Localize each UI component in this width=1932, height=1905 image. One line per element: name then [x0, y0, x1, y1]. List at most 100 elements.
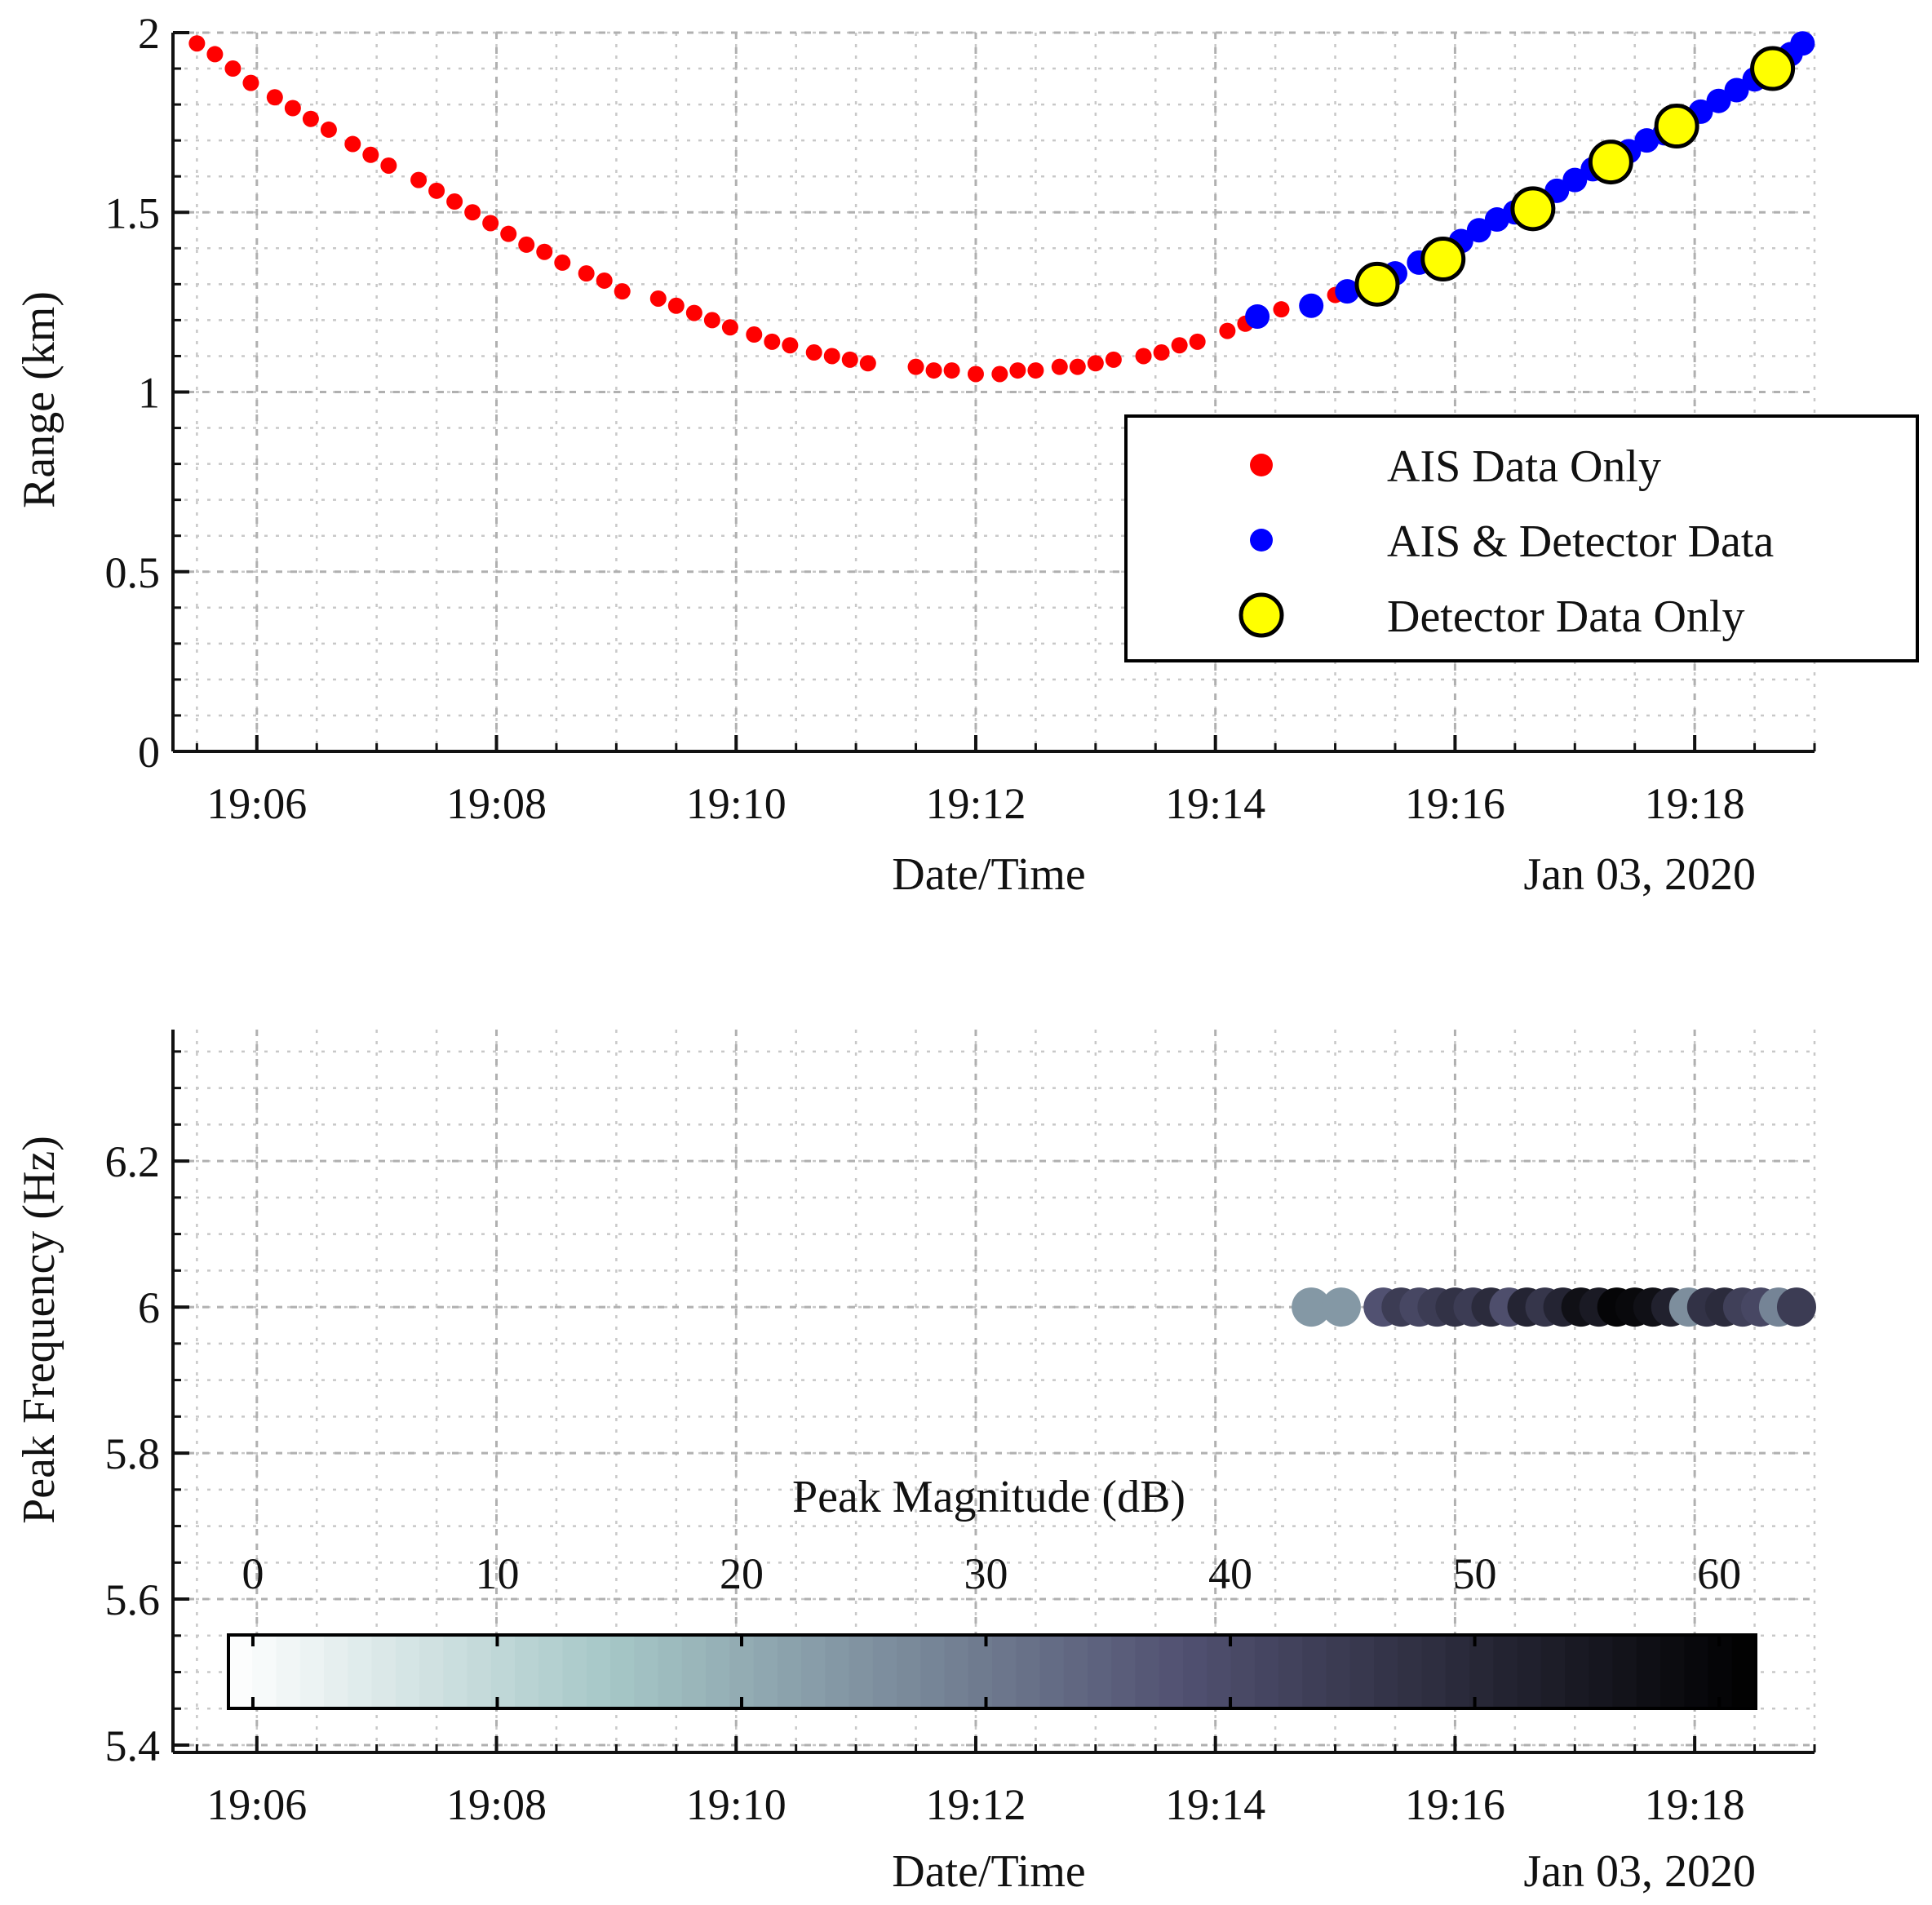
legend-label-ais-detector: AIS & Detector Data [1387, 516, 1774, 567]
ais-only-marker [746, 326, 763, 343]
colorbar-segment [1278, 1635, 1304, 1708]
ais-detector-marker [1299, 293, 1324, 318]
ais-only-marker [500, 225, 517, 242]
colorbar-segment [299, 1635, 325, 1708]
colorbar-segment [1349, 1635, 1375, 1708]
y-tick-label: 6.2 [105, 1137, 161, 1186]
colorbar-segment [1565, 1635, 1590, 1708]
colorbar-segment [610, 1635, 636, 1708]
x-tick-label: 19:14 [1165, 1780, 1265, 1829]
frequency-plot-axes [171, 1030, 1816, 1754]
ais-only-marker [188, 35, 206, 52]
y-tick-label: 5.4 [105, 1721, 161, 1770]
colorbar-segment [1445, 1635, 1470, 1708]
ais-only-marker [805, 344, 822, 361]
ais-detector-marker [1706, 88, 1731, 113]
ais-only-marker [764, 333, 781, 350]
colorbar-segment [897, 1635, 922, 1708]
frequency-plot-date-label: Jan 03, 2020 [1523, 1846, 1756, 1897]
ais-only-marker [410, 171, 428, 188]
colorbar-segment [1159, 1635, 1184, 1708]
ais-only-marker [596, 272, 613, 289]
ais-only-marker [685, 304, 702, 321]
range-plot-axes [171, 31, 1816, 753]
frequency-plot-xlabel: Date/Time [892, 1846, 1085, 1897]
detector-only-marker [1420, 237, 1466, 282]
x-tick-label: 19:10 [686, 779, 787, 828]
colorbar-segment [1088, 1635, 1113, 1708]
ais-only-marker [1153, 344, 1170, 361]
colorbar-segment [443, 1635, 468, 1708]
colorbar-segment [515, 1635, 540, 1708]
colorbar-segment [1135, 1635, 1160, 1708]
colorbar-segment [1398, 1635, 1423, 1708]
colorbar-segment [1302, 1635, 1327, 1708]
ais-only-marker [667, 297, 685, 314]
colorbar-segment [849, 1635, 874, 1708]
y-tick-label: 6 [138, 1283, 160, 1332]
ais-detector-marker [1245, 303, 1270, 329]
legend-marker-ais-detector [1250, 529, 1273, 552]
colorbar-segment [1183, 1635, 1208, 1708]
x-tick-label: 19:18 [1645, 779, 1745, 828]
x-tick-label: 19:10 [686, 1780, 787, 1829]
ais-only-marker [518, 236, 535, 253]
ais-only-marker [446, 193, 463, 210]
detector-only-marker [1510, 186, 1556, 232]
ais-only-marker [482, 215, 499, 232]
ais-only-marker [206, 46, 224, 63]
colorbar-segment [586, 1635, 611, 1708]
colorbar-segment [228, 1635, 254, 1708]
legend: AIS Data Only AIS & Detector Data Detect… [1124, 414, 1919, 662]
colorbar-segment [1111, 1635, 1137, 1708]
x-tick-label: 19:18 [1645, 1780, 1745, 1829]
colorbar-segment [1636, 1635, 1661, 1708]
colorbar-segment [1421, 1635, 1447, 1708]
detector-only-marker [1750, 46, 1796, 91]
colorbar-segment [1469, 1635, 1495, 1708]
colorbar-segment [992, 1635, 1017, 1708]
ais-only-marker [266, 89, 283, 106]
ais-only-marker [344, 135, 361, 153]
colorbar-segment [324, 1635, 349, 1708]
ais-only-marker [224, 60, 242, 78]
ais-detector-marker [1724, 78, 1749, 103]
colorbar-segment [1517, 1635, 1542, 1708]
peak-frequency-marker [1321, 1287, 1361, 1327]
colorbar-segment [1731, 1635, 1757, 1708]
colorbar-segment [681, 1635, 707, 1708]
detector-only-marker [1588, 140, 1633, 185]
ais-only-marker [242, 74, 259, 91]
legend-label-detector-only: Detector Data Only [1387, 591, 1744, 642]
ais-only-marker [1219, 322, 1236, 339]
x-tick-label: 19:14 [1165, 779, 1265, 828]
ais-only-marker [943, 362, 960, 379]
ais-only-marker [578, 265, 595, 282]
colorbar-tick-label: 10 [475, 1549, 519, 1598]
colorbar-segment [538, 1635, 564, 1708]
colorbar-segment [801, 1635, 826, 1708]
x-tick-label: 19:16 [1405, 1780, 1505, 1829]
range-plot-markers [188, 31, 1815, 383]
colorbar-segment [419, 1635, 445, 1708]
range-plot-date-label: Jan 03, 2020 [1523, 849, 1756, 900]
legend-marker-ais-only [1250, 454, 1273, 476]
colorbar-segment [1039, 1635, 1065, 1708]
ais-only-marker [967, 365, 984, 383]
ais-detector-marker [1466, 218, 1491, 243]
x-tick-label: 19:06 [206, 779, 307, 828]
colorbar-segment [872, 1635, 897, 1708]
y-tick-label: 2 [138, 9, 160, 58]
colorbar-segment [1016, 1635, 1041, 1708]
colorbar: 0 10 20 30 40 50 60 Peak Magnitude (dB) [227, 1472, 1757, 1710]
colorbar-segment [658, 1635, 683, 1708]
colorbar-segment [825, 1635, 850, 1708]
detector-only-marker [1654, 104, 1699, 149]
ais-only-marker [823, 348, 840, 365]
x-tick-label: 19:08 [446, 779, 547, 828]
ais-only-marker [464, 204, 481, 221]
ais-only-marker [380, 157, 397, 174]
ais-only-marker [428, 182, 445, 199]
colorbar-ticks: 0 10 20 30 40 50 60 [242, 1549, 1741, 1708]
